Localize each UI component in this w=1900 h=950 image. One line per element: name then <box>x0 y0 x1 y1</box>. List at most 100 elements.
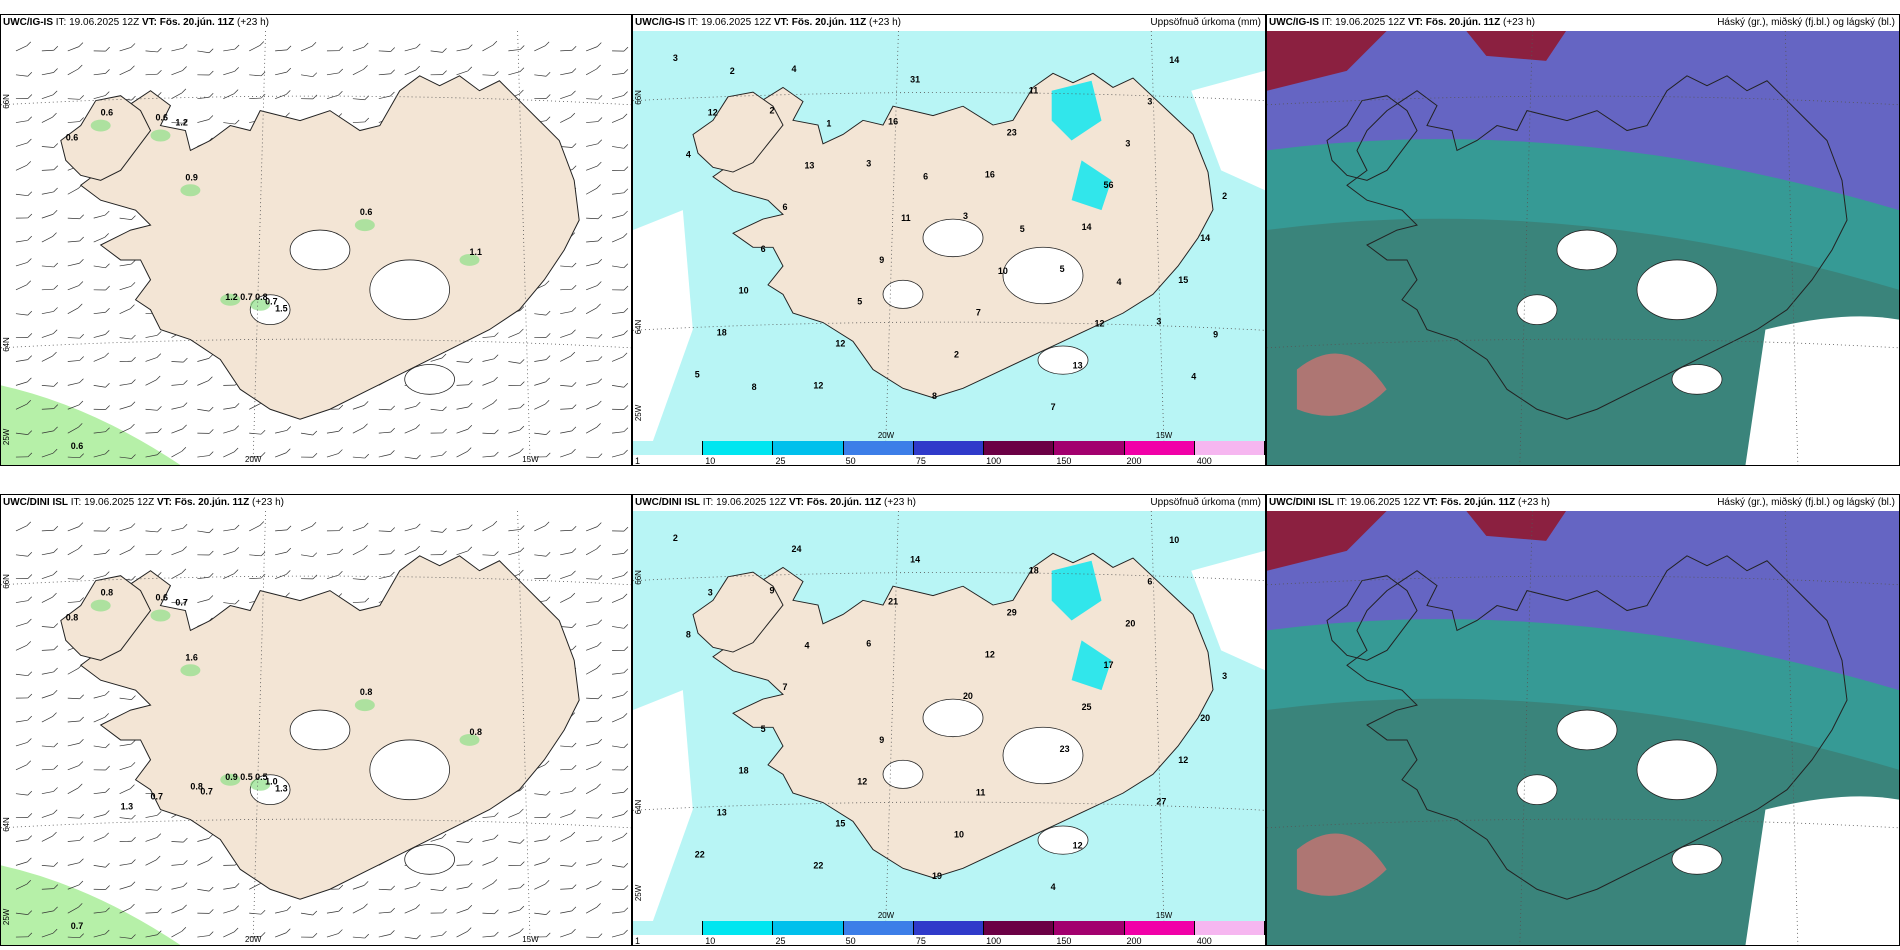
panel-wind-dini: UWC/DINI ISL IT: 19.06.2025 12Z VT: Fös.… <box>0 494 632 946</box>
colorbar-swatch <box>984 921 1055 935</box>
high-cloud-layer <box>1267 511 1387 571</box>
precip-value-label: 17 <box>1104 660 1114 670</box>
iceland-landmass <box>1326 75 1848 420</box>
precip-value-label: 21 <box>888 597 898 607</box>
panel-precip-dini: UWC/DINI ISL IT: 19.06.2025 12Z VT: Fös.… <box>632 494 1266 946</box>
lon-label-15w: 15W <box>522 935 539 944</box>
precip-value-label: 3 <box>1125 138 1130 148</box>
iceland-landmass <box>692 72 1214 399</box>
precip-value-label: 4 <box>1116 277 1121 287</box>
precip-patch <box>150 129 171 142</box>
lat-label-66n: 66N <box>634 90 643 105</box>
precip-value-label: 0.5 <box>255 772 267 782</box>
precip-value-label: 7 <box>783 682 788 692</box>
precip-value-label: 9 <box>879 735 884 745</box>
precip-max-area <box>1051 80 1102 141</box>
colorbar-swatch <box>703 441 774 455</box>
precip-patch <box>250 778 271 791</box>
precip-value-label: 3 <box>1156 317 1161 327</box>
lon-label-25w: 25W <box>2 428 11 445</box>
precip-value-label: 10 <box>1169 535 1179 545</box>
precip-value-label: 9 <box>879 255 884 265</box>
lat-label-64n: 64N <box>634 319 643 334</box>
lon-label-25w: 25W <box>634 884 643 901</box>
panel-precip-igis: UWC/IG-IS IT: 19.06.2025 12Z VT: Fös. 20… <box>632 14 1266 466</box>
glacier <box>369 259 450 321</box>
precip-value-label: 22 <box>695 849 705 859</box>
lon-label-20w: 20W <box>878 431 895 440</box>
glacier <box>1002 246 1084 305</box>
colorbar-swatch <box>773 441 844 455</box>
precip-value-label: 0.9 <box>225 772 237 782</box>
precip-value-label: 24 <box>791 544 801 554</box>
precip-value-label: 0.7 <box>200 787 212 797</box>
graticule: 66N 64N 25W 20W 15W <box>633 31 1265 441</box>
precip-value-label: 8 <box>686 629 691 639</box>
precip-value-label: 16 <box>888 117 898 127</box>
precip-patch <box>354 699 375 712</box>
panel-title: UWC/IG-IS IT: 19.06.2025 12Z VT: Fös. 20… <box>635 17 901 28</box>
precip-value-label: 0.7 <box>71 921 83 931</box>
precip-value-label: 0.6 <box>66 133 78 143</box>
wind-map: 66N 64N 25W 20W 15W 0.6 0.6 0.6 1.2 0.9 0.6 1.1 1.2 0… <box>1 31 631 465</box>
precip-max-area <box>1071 160 1112 211</box>
colorbar-tick-label: 150 <box>1056 456 1072 466</box>
precip-value-label: 12 <box>835 338 845 348</box>
precip-value-label: 3 <box>963 211 968 221</box>
precip-value-label: 18 <box>739 766 749 776</box>
precip-value-label: 5 <box>695 369 700 379</box>
panel-title: UWC/DINI ISL IT: 19.06.2025 12Z VT: Fös.… <box>3 497 284 508</box>
lon-label-20w: 20W <box>878 911 895 920</box>
precip-value-label: 10 <box>739 286 749 296</box>
precip-value-label: 14 <box>1082 222 1092 232</box>
precip-value-label: 3 <box>866 158 871 168</box>
colorbar-tick-label: 1 <box>635 936 641 946</box>
precip-value-label: 1.2 <box>225 292 237 302</box>
colorbar-tick-label: 400 <box>1196 456 1212 466</box>
iceland-landmass <box>60 75 580 420</box>
lon-label-15w: 15W <box>522 455 539 464</box>
precip-value-label: 1.1 <box>470 247 482 257</box>
high-cloud-layer <box>1296 833 1387 896</box>
glacier <box>1636 259 1718 321</box>
precip-value-label: 2 <box>954 349 959 359</box>
colorbar-tick-label: 25 <box>775 936 786 946</box>
colorbar-swatch <box>913 441 985 455</box>
precip-value-label: 9 <box>770 586 775 596</box>
colorbar-swatch <box>843 921 914 935</box>
lat-label-66n: 66N <box>634 570 643 585</box>
precip-value-label: 15 <box>835 818 845 828</box>
lon-label-25w: 25W <box>2 908 11 925</box>
precip-value-label: 23 <box>1007 127 1017 137</box>
panel-title: UWC/IG-IS IT: 19.06.2025 12Z VT: Fös. 20… <box>1269 17 1535 28</box>
precip-value-label: 18 <box>717 328 727 338</box>
precip-value-label: 0.5 <box>240 772 252 782</box>
precip-value-label: 14 <box>1169 55 1179 65</box>
precip-value-label: 12 <box>1073 840 1083 850</box>
colorbar-tick-label: 50 <box>845 456 856 466</box>
panel-title: UWC/IG-IS IT: 19.06.2025 12Z VT: Fös. 20… <box>3 17 269 28</box>
colorbar-tick-label: 200 <box>1126 936 1142 946</box>
precip-value-label: 27 <box>1156 797 1166 807</box>
precip-value-labels: 0.80.80.6 0.71.60.80.80.9 0.5 0.51.01.30.70… <box>66 588 482 931</box>
glacier <box>922 698 984 738</box>
glacier <box>882 759 924 789</box>
precip-value-label: 16 <box>985 169 995 179</box>
graticule: 66N 64N 25W 20W 15W <box>1 511 631 945</box>
precip-value-label: 4 <box>791 64 796 74</box>
cloud-map <box>1267 511 1899 945</box>
precip-value-label: 6 <box>866 638 871 648</box>
mid-cloud-layer <box>1267 218 1899 465</box>
high-cloud-layer <box>1466 31 1567 61</box>
clear-sky <box>1745 796 1899 945</box>
colorbar-swatch <box>913 921 985 935</box>
colorbar-tick-label: 10 <box>705 456 716 466</box>
colorbar-swatch <box>633 441 704 455</box>
precip-value-label: 0.6 <box>156 113 168 123</box>
precip-colorbar: 1 10 25 50 75 100 150 200 400 <box>633 441 1265 465</box>
precip-value-label: 3 <box>708 588 713 598</box>
colorbar-swatch <box>1054 441 1125 455</box>
colorbar-tick-label: 1 <box>635 456 641 466</box>
precip-value-label: 0.6 <box>156 593 168 603</box>
precip-value-label: 18 <box>1029 566 1039 576</box>
